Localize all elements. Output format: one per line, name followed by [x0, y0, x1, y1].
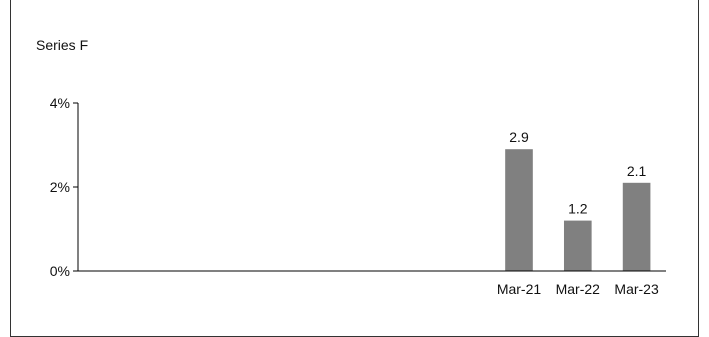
x-axis: Mar-21 Mar-22 Mar-23 — [78, 270, 666, 297]
x-tick-label: Mar-21 — [497, 281, 542, 297]
x-tick-label: Mar-22 — [556, 281, 601, 297]
x-tick-label: Mar-23 — [614, 281, 659, 297]
bar-data-label: 1.2 — [568, 201, 588, 217]
chart-title: Series F — [36, 37, 88, 53]
y-tick-label: 4% — [50, 95, 70, 111]
chart-frame — [10, 0, 699, 337]
bar — [622, 182, 651, 271]
y-tick-label: 2% — [50, 179, 70, 195]
y-axis: 0% 2% 4% — [50, 95, 79, 279]
y-tick-label: 0% — [50, 263, 70, 279]
bar — [563, 220, 592, 271]
bar-data-label: 2.9 — [509, 129, 529, 145]
bar — [505, 149, 533, 271]
bar-series: 2.9 1.2 2.1 — [505, 129, 651, 271]
bar-data-label: 2.1 — [627, 163, 647, 179]
